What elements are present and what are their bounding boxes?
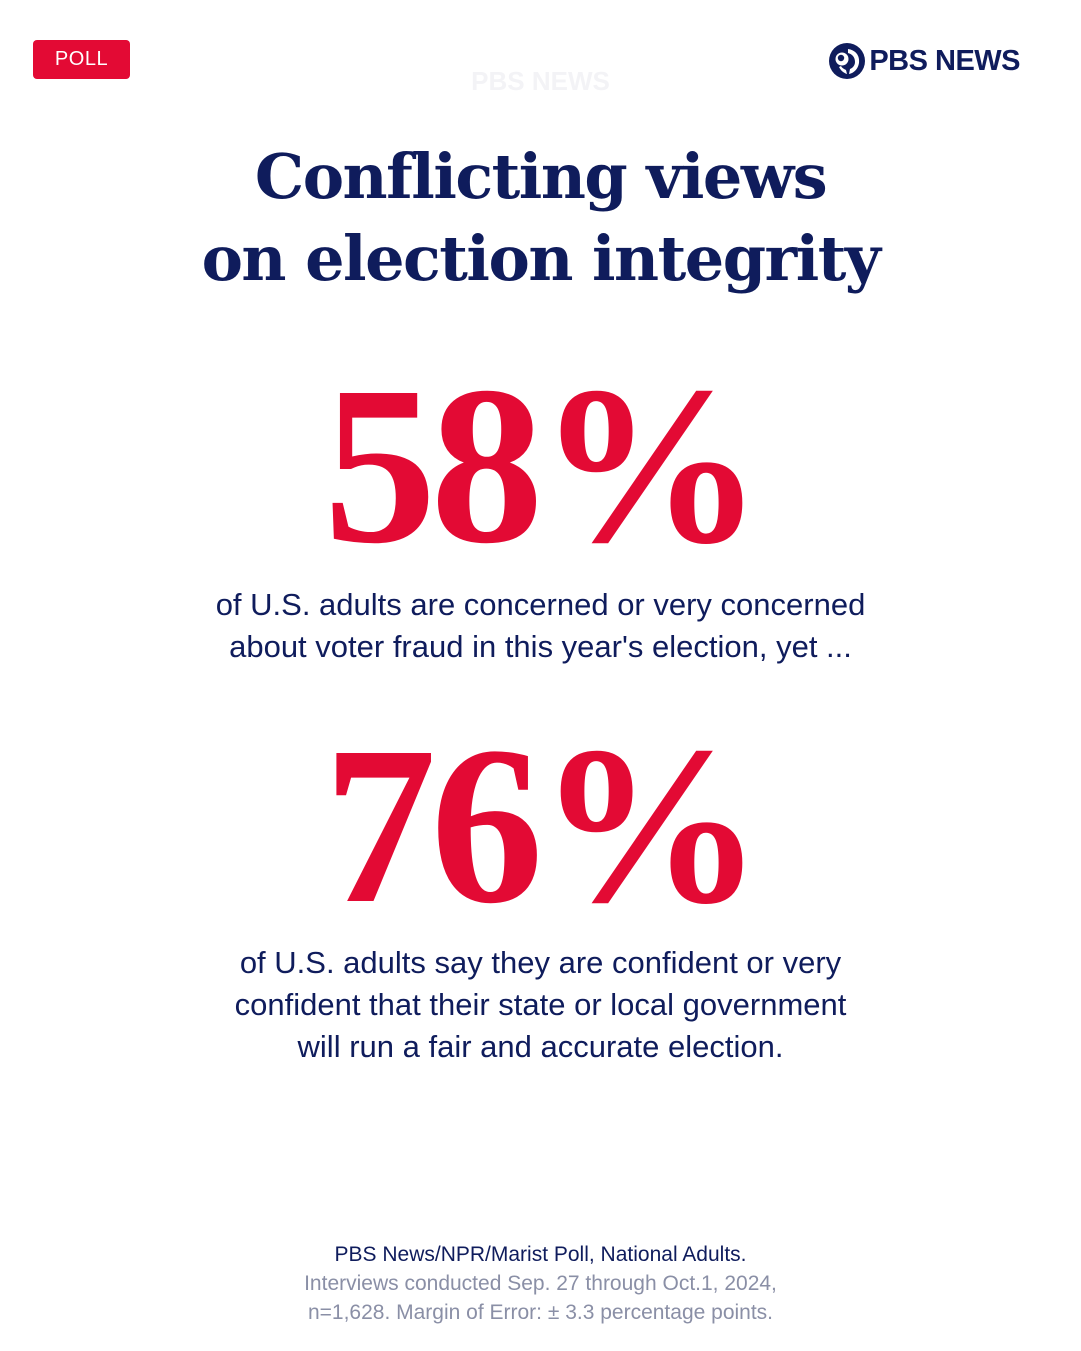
poll-badge: POLL — [33, 40, 130, 79]
pbs-news-logo: PBS NEWS — [829, 42, 1020, 80]
stat-76-line-1: of U.S. adults say they are confident or… — [239, 945, 842, 980]
headline-line-2: on election integrity — [201, 222, 881, 295]
footer-interview-dates: Interviews conducted Sep. 27 through Oct… — [304, 1272, 777, 1295]
stat-76-line-2: confident that their state or local gove… — [234, 987, 847, 1022]
source-footer: PBS News/NPR/Marist Poll, National Adult… — [0, 1240, 1081, 1327]
brand-watermark: PBS NEWS — [471, 66, 610, 96]
stat-58-line-2: about voter fraud in this year's electio… — [229, 629, 852, 664]
footer-margin-of-error: n=1,628. Margin of Error: ± 3.3 percenta… — [307, 1301, 774, 1324]
pbs-head-icon — [829, 43, 866, 79]
stat-58-line-1: of U.S. adults are concerned or very con… — [215, 587, 866, 622]
headline-line-1: Conflicting views — [254, 140, 828, 213]
headline: Conflicting views on election integrity — [0, 136, 1081, 300]
stat-58-description: of U.S. adults are concerned or very con… — [0, 584, 1081, 668]
stat-58-value: 58% — [323, 340, 764, 590]
logo-text: PBS NEWS — [869, 44, 1020, 77]
stat-76-value: 76% — [323, 700, 764, 950]
stat-76-line-3: will run a fair and accurate election. — [297, 1029, 784, 1064]
stat-76-description: of U.S. adults say they are confident or… — [0, 942, 1081, 1068]
footer-source: PBS News/NPR/Marist Poll, National Adult… — [334, 1243, 747, 1266]
